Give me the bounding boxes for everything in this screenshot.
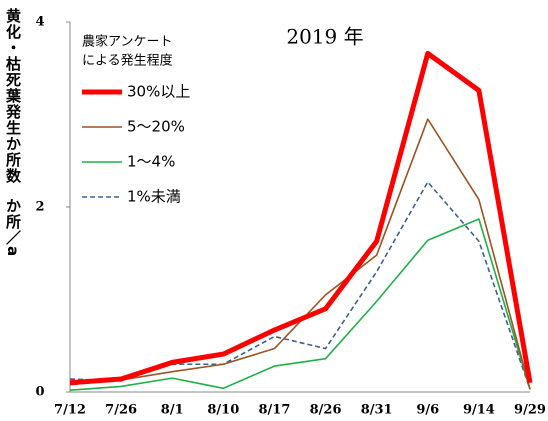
legend-label: 1%未満 [127, 188, 181, 206]
x-tick-label: 7/12 [54, 403, 86, 418]
series-line [69, 218, 531, 391]
x-tick-label: 8/1 [161, 403, 184, 418]
x-tick-label: 9/29 [514, 403, 546, 418]
legend-title: による発生程度 [82, 53, 173, 69]
x-tick-label: 7/26 [105, 403, 137, 418]
legend-title: 農家アンケート [82, 34, 172, 50]
x-tick-label: 8/26 [310, 403, 342, 418]
x-tick-label: 9/14 [463, 403, 495, 418]
y-unit-text: か所／a [4, 198, 22, 258]
x-tick-label: 9/6 [416, 403, 439, 418]
series-line [69, 181, 531, 390]
y-tick-label: 2 [35, 200, 44, 215]
legend-label: 30%以上 [127, 83, 190, 101]
series-line [69, 50, 533, 386]
y-axis-label: 黄化・枯死葉発生か所数か所／a [2, 8, 24, 257]
y-tick-label: 0 [35, 385, 44, 400]
legend-label: 1～4% [127, 153, 175, 171]
x-tick-label: 8/31 [361, 403, 393, 418]
x-tick-label: 8/10 [207, 403, 239, 418]
y-tick-label: 4 [35, 15, 44, 30]
chart-title: 2019 年 [286, 25, 363, 49]
y-label-text: 黄化・枯死葉発生か所数 [4, 8, 22, 184]
x-tick-label: 8/17 [258, 403, 290, 418]
legend-label: 5～20% [127, 118, 185, 136]
